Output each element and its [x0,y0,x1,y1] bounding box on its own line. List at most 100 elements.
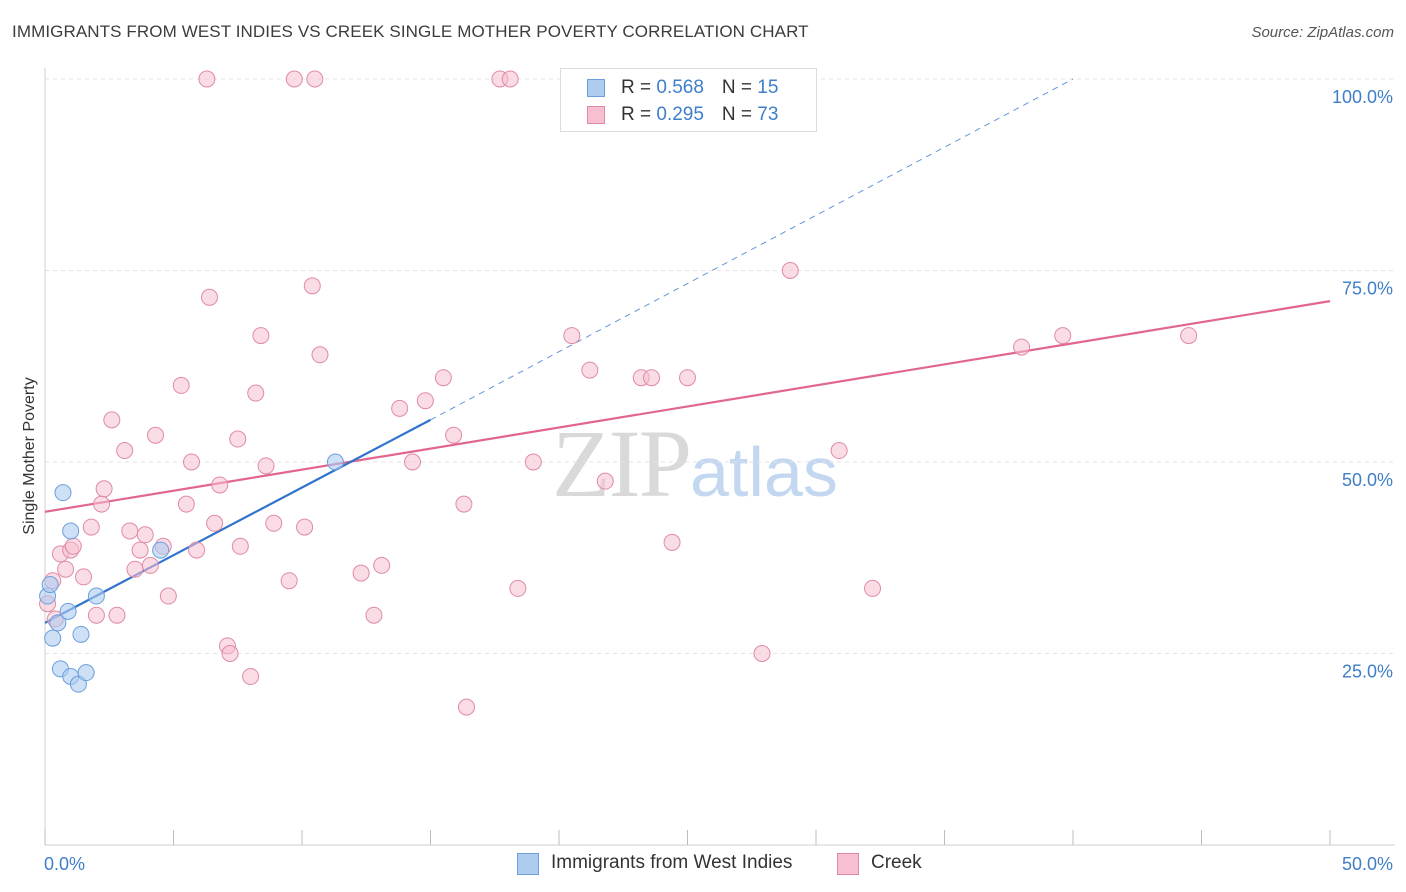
creek-point [231,537,249,555]
legend-r-value: 0.568 [656,77,704,98]
west-indies-point [152,541,170,559]
y-tick-label: 50.0% [1342,470,1393,490]
creek-point [280,572,298,590]
creek-point [596,472,614,490]
west-indies-trend-extension [430,78,1074,421]
creek-point [781,262,799,279]
creek-point [434,369,452,387]
watermark-atlas: atlas [690,433,838,511]
legend-r-label: R = [621,104,657,125]
legend-r-label: R = [621,77,657,98]
creek-point [753,645,771,662]
west-indies-point [41,576,59,594]
creek-point [242,667,260,685]
west-indies-point [62,522,80,540]
y-tick-label: 75.0% [1342,279,1393,299]
creek-point [352,564,370,582]
creek-point [93,495,111,513]
x-tick-label: 50.0% [1342,854,1393,874]
creek-point [87,606,105,624]
creek-point [365,606,383,624]
axes [44,68,1395,846]
creek-point [64,537,82,555]
creek-point [229,430,247,448]
creek-point [188,541,206,559]
creek-point [159,587,177,605]
creek-point [391,399,409,417]
bottom-legend-label: Creek [871,852,922,873]
creek-point [103,411,121,429]
creek-point [643,369,661,387]
legend-n-label: N = [721,77,758,98]
west-indies-point [326,453,344,471]
watermark-zip: ZIP [552,410,692,517]
west-indies-points [39,453,344,693]
creek-point [306,70,324,88]
creek-point [1180,327,1198,345]
creek-point [679,369,696,387]
legend-n-value: 73 [757,104,779,125]
creek-point [296,518,314,536]
creek-point [509,579,527,597]
creek-point [373,556,391,574]
creek-point [82,518,100,536]
creek-point [177,495,195,513]
grid [45,78,1395,654]
creek-point [404,453,422,471]
y-axis-title: Single Mother Poverty [21,377,38,534]
west-indies-point [59,602,77,620]
trend-lines [44,78,1331,624]
creek-point [1054,327,1072,345]
creek-point [108,606,126,624]
creek-point [116,442,134,460]
creek-point [524,453,542,471]
creek-point [445,426,463,444]
creek-point [252,327,270,345]
creek-point [211,476,229,494]
creek-point [663,533,681,551]
zipatlas-watermark: ZIPatlas [552,408,838,519]
creek-point [136,526,154,544]
creek-point [95,480,113,498]
creek-point [416,392,434,410]
creek-point [501,70,519,88]
west-indies-point [72,625,90,643]
correlation-legend: R = 0.568 N = 15 R = 0.295 N = 73 [560,68,817,132]
west-indies-point [77,664,95,682]
creek-point [172,376,190,394]
creek-point [455,495,473,513]
creek-point [311,346,329,364]
creek-point [265,514,283,532]
west-indies-point [87,587,105,605]
creek-point [864,579,882,597]
creek-point [126,560,144,578]
creek-trend-line [44,300,1331,513]
creek-point [1013,338,1031,356]
creek-point [141,556,159,574]
legend-n-label: N = [721,104,758,125]
west-indies-trend-line [44,418,432,624]
bottom-legend-swatch-blue [517,853,539,875]
creek-point [563,327,581,345]
y-tick-label: 25.0% [1342,662,1393,682]
creek-point [830,442,848,460]
legend-n-value: 15 [757,77,779,98]
legend-r-value: 0.295 [656,104,704,125]
creek-point [198,70,216,88]
creek-point [221,645,239,662]
creek-point [303,277,321,295]
creek-point [131,541,149,559]
west-indies-point [49,614,67,632]
creek-points [39,70,1198,716]
creek-point [247,384,265,402]
chart-title: IMMIGRANTS FROM WEST INDIES VS CREEK SIN… [12,22,809,41]
bottom-legend-swatch-pink [837,853,859,875]
creek-point [200,288,218,306]
bottom-legend-label: Immigrants from West Indies [551,852,793,873]
creek-point [206,514,224,532]
creek-point [457,698,475,716]
legend-swatch-blue [587,79,605,97]
creek-point [257,457,275,475]
y-tick-label: 100.0% [1332,87,1393,107]
west-indies-point [54,484,72,502]
